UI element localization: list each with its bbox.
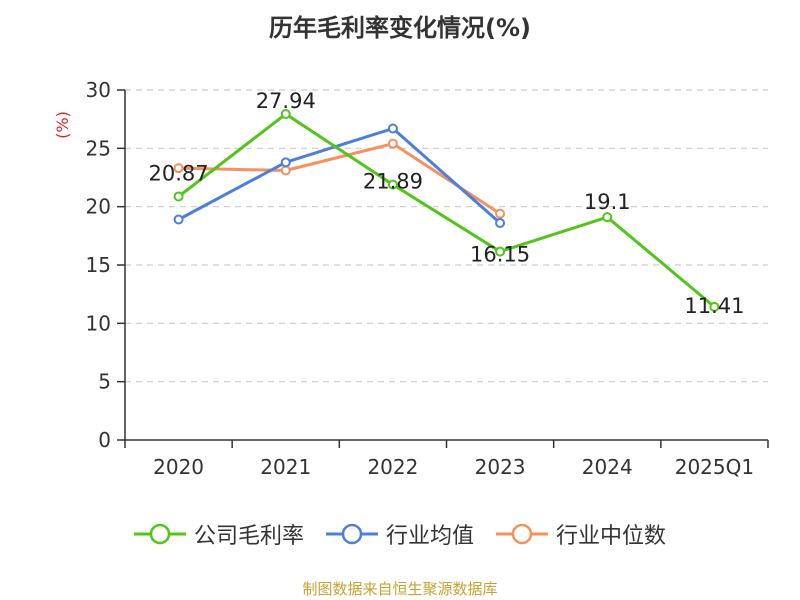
series-line	[177, 127, 502, 225]
data-point	[173, 163, 184, 174]
legend-item[interactable]: 公司毛利率	[133, 518, 304, 550]
x-tick-label: 2020	[153, 455, 204, 479]
data-point	[387, 138, 398, 149]
legend-label: 行业中位数	[556, 524, 667, 549]
legend-circle	[149, 523, 171, 545]
x-tick-label: 2023	[475, 455, 526, 479]
data-label: 11.41	[684, 294, 744, 318]
data-label: 27.94	[256, 89, 316, 113]
data-labels: 20.87 27.94 21.89 16.15 19.1 11.41	[149, 89, 745, 318]
x-tick-label: 2021	[260, 455, 311, 479]
y-tick-label: 15	[86, 253, 111, 277]
data-point	[387, 179, 398, 190]
data-label: 21.89	[363, 170, 423, 194]
y-tick-label: 0	[98, 428, 111, 452]
axes: 0 5 10 15 20 25 30 2020 2021 2022 2023 2024 2025Q1 (%…	[53, 78, 769, 479]
y-tick-label: 25	[86, 136, 111, 160]
data-label: 16.15	[470, 243, 530, 267]
y-axis-label: (%)	[53, 111, 72, 139]
legend-marker-icon	[496, 523, 548, 545]
legend-label: 公司毛利率	[193, 524, 304, 549]
legend-marker-icon	[133, 523, 186, 545]
legend-item[interactable]: 行业中位数	[496, 518, 666, 550]
data-point	[280, 157, 291, 168]
legend-circle	[341, 523, 363, 545]
data-point	[709, 301, 720, 312]
data-point	[495, 218, 506, 228]
data-point	[495, 246, 506, 257]
chart-title: 历年毛利率变化情况(%)	[269, 14, 531, 42]
legend-marker-icon	[325, 523, 378, 545]
data-point	[280, 165, 291, 176]
data-label: 20.87	[149, 162, 209, 186]
series-line	[177, 112, 716, 309]
legend-item[interactable]: 行业均值	[325, 518, 474, 550]
data-label: 19.1	[584, 190, 631, 214]
source-note: 制图数据来自恒生聚源数据库	[302, 580, 498, 598]
data-point	[280, 109, 291, 120]
y-tick-label: 5	[98, 370, 111, 394]
y-tick-label: 20	[86, 195, 111, 219]
legend-circle	[511, 523, 533, 545]
legend-label: 行业均值	[385, 524, 474, 549]
data-point	[387, 123, 398, 134]
x-tick-label: 2025Q1	[675, 455, 754, 479]
legend: 公司毛利率 行业均值 行业中位数	[0, 518, 800, 550]
grid-lines	[125, 89, 768, 383]
y-tick-label: 10	[86, 311, 111, 335]
y-tick-label: 30	[86, 78, 111, 102]
x-tick-label: 2022	[367, 455, 418, 479]
data-point	[173, 214, 184, 225]
series-line	[178, 142, 501, 215]
series-lines	[173, 109, 720, 312]
data-point	[602, 212, 613, 223]
x-tick-label: 2024	[582, 455, 633, 479]
data-point	[495, 208, 506, 219]
data-point	[173, 191, 184, 202]
